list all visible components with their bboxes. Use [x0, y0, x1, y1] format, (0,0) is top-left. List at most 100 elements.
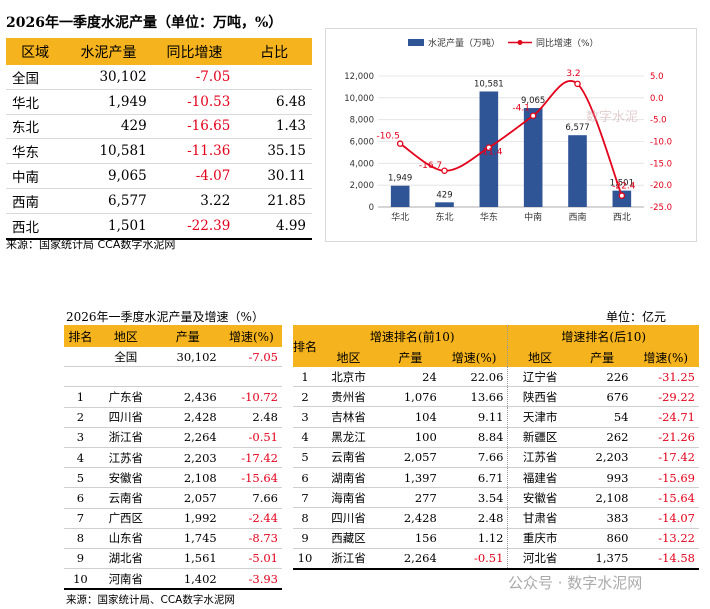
cell-growth: -2.44 — [220, 508, 282, 529]
cell-rank: 1 — [293, 367, 317, 388]
cell-bot-region: 安徽省 — [507, 487, 572, 509]
table-row: 中南 9,065 -4.07 30.11 — [6, 163, 312, 189]
table-row: 10 河南省 1,402 -3.93 — [64, 568, 282, 591]
cell-output: 2,057 — [154, 487, 221, 509]
cell-growth: -10.72 — [220, 386, 282, 408]
cell-bot-region: 江苏省 — [507, 447, 572, 468]
table-row: 华北 1,949 -10.53 6.48 — [6, 89, 312, 115]
right-tick-label: 0.0 — [650, 94, 664, 104]
table-row: 6 云南省 2,057 7.66 — [64, 487, 282, 509]
cell-top-output: 2,057 — [380, 447, 441, 468]
col-header-top-output: 产量 — [380, 347, 441, 367]
col-header-rank: 排名 — [293, 325, 317, 367]
cell-rank: 1 — [64, 386, 97, 408]
cell-rank: 3 — [64, 427, 97, 448]
bar-data-label: 429 — [436, 190, 452, 200]
cell-top-growth: 9.11 — [440, 406, 509, 428]
left-tick-label: 2,000 — [350, 181, 374, 191]
cell-output: 30,102 — [64, 65, 153, 90]
cell-top-output: 104 — [380, 406, 441, 428]
cell-top-growth: 22.06 — [440, 367, 509, 388]
cell-rank: 8 — [64, 528, 97, 549]
table-row: 2 四川省 2,428 2.48 — [64, 407, 282, 428]
table2-unit: 单位：亿元 — [606, 310, 667, 324]
cell-region: 四川省 — [96, 407, 155, 428]
cell-rank: 9 — [64, 548, 97, 570]
x-tick-label: 中南 — [524, 211, 542, 223]
bar — [523, 108, 543, 207]
x-axis-ticks: 华北 东北 华东 中南 西南 西北 — [391, 211, 631, 223]
col-header-share: 占比 — [236, 38, 312, 65]
cell-top-growth: 13.66 — [440, 386, 509, 408]
cell-region: 安徽省 — [96, 467, 155, 489]
bar — [390, 185, 410, 207]
cell-share: 35.15 — [236, 138, 312, 165]
left-tick-label: 10,000 — [344, 94, 374, 104]
cell-output: 2,428 — [154, 407, 221, 428]
cell-region: 云南省 — [96, 487, 155, 509]
cell-bot-growth: -15.64 — [632, 487, 699, 509]
cell-bot-output: 1,375 — [571, 548, 633, 570]
legend-bar-label: 水泥产量（万吨） — [428, 37, 500, 49]
x-tick-label: 华北 — [391, 211, 409, 223]
cell-rank: 5 — [64, 467, 97, 489]
col-header-top-area: 地区 — [317, 347, 381, 367]
left-tick-label: 8,000 — [350, 116, 374, 126]
left-tick-label: 0 — [369, 203, 374, 213]
cell-rank: 4 — [293, 427, 317, 448]
col-header-growth: 同比增速 — [152, 38, 237, 65]
cell-bot-region: 河北省 — [507, 548, 572, 570]
growth-data-label: -22.4 — [612, 182, 636, 192]
legend-bar-swatch — [408, 39, 424, 46]
growth-data-label: -4.1 — [512, 104, 530, 114]
chart-gridlines — [378, 75, 644, 208]
growth-ranking-body: 1 北京市 24 22.06 辽宁省 226 -31.25 2 贵州省 1,076 13.66 陕西省… — [293, 367, 699, 570]
cell-growth: -3.93 — [220, 568, 282, 591]
cell-region: 浙江省 — [96, 427, 155, 448]
cell-top-region: 吉林省 — [317, 406, 381, 428]
table-row: 5 安徽省 2,108 -15.64 — [64, 467, 282, 489]
national-growth: -7.05 — [220, 347, 282, 368]
cell-bot-growth: -14.07 — [632, 507, 699, 529]
table-row: 华东 10,581 -11.36 35.15 — [6, 138, 312, 165]
cell-top-region: 云南省 — [317, 447, 381, 468]
cell-top-region: 黑龙江 — [317, 427, 381, 448]
cell-top-growth: 7.66 — [440, 447, 509, 468]
table-row: 1 北京市 24 22.06 辽宁省 226 -31.25 — [293, 367, 699, 388]
cell-bot-growth: -24.71 — [632, 406, 699, 428]
table-row: 西南 6,577 3.22 21.85 — [6, 188, 312, 214]
cell-growth: 2.48 — [220, 407, 282, 428]
cell-rank: 2 — [293, 386, 317, 408]
col-header-bot-output: 产量 — [571, 347, 633, 367]
cell-top-region: 北京市 — [317, 367, 381, 388]
cell-top-growth: 2.48 — [440, 507, 509, 529]
output-growth-combo-chart: 水泥产量（万吨） 同比增速（%） 0 2,000 4,000 6,000 8,000 10,… — [325, 28, 697, 242]
growth-data-label: -10.5 — [377, 132, 400, 142]
growth-point — [396, 140, 404, 147]
cell-top-growth: 6.71 — [440, 467, 509, 489]
top-provinces-table: 排名 地区 产量 增速(%) 全国 30,102 -7.05 1 广东省 2,436… — [64, 325, 282, 591]
table2-source: 来源：国家统计局、CCA数字水泥网 — [66, 594, 235, 606]
cell-bot-output: 54 — [571, 406, 633, 428]
cell-rank: 7 — [64, 508, 97, 529]
cell-bot-growth: -31.25 — [632, 367, 699, 388]
national-row: 全国 30,102 -7.05 — [64, 347, 282, 368]
left-tick-label: 12,000 — [344, 72, 374, 82]
cell-growth: -10.53 — [152, 89, 237, 115]
cell-rank: 9 — [293, 528, 317, 549]
bar-data-label: 6,577 — [565, 123, 589, 133]
cell-growth: -4.07 — [152, 163, 237, 189]
cell-growth: -7.05 — [152, 65, 237, 90]
bar-data-labels: 1,949 429 10,581 9,065 6,577 1,501 — [388, 79, 634, 200]
growth-data-label: -11.4 — [479, 148, 503, 158]
table1-source: 来源：国家统计局 CCA数字水泥网 — [6, 238, 176, 251]
growth-point — [485, 144, 493, 151]
cell-region: 中南 — [6, 163, 65, 189]
cell-bot-output: 2,203 — [571, 447, 633, 468]
cell-region: 河南省 — [96, 568, 155, 591]
col-header-output: 产量 — [154, 325, 221, 347]
cell-region: 广东省 — [96, 386, 155, 408]
cell-rank: 3 — [293, 406, 317, 428]
bar-data-label: 10,581 — [474, 79, 504, 89]
cell-bot-growth: -13.22 — [632, 528, 699, 549]
